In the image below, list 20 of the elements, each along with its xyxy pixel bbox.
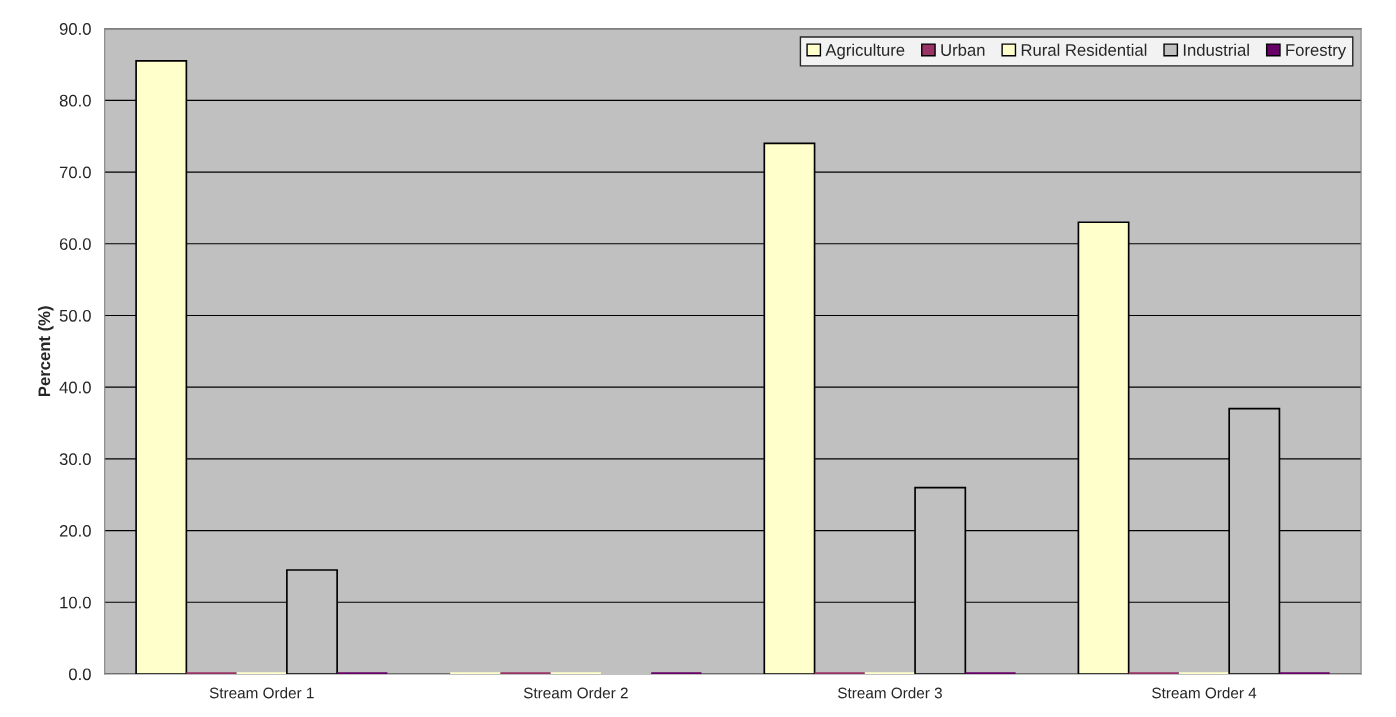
y-tick-label: 70.0 xyxy=(59,166,91,179)
y-tick-label: 10.0 xyxy=(60,596,91,609)
y-tick-label: 80.0 xyxy=(59,94,91,107)
legend-label: Urban xyxy=(941,43,985,56)
x-tick-label: Stream Order 2 xyxy=(523,687,628,699)
legend-label: Forestry xyxy=(1286,44,1347,60)
legend-label: Rural Residential xyxy=(1021,43,1147,56)
y-axis-title: Percent (%) xyxy=(37,306,54,397)
y-tick-label: 0.0 xyxy=(68,668,91,681)
y-tick-label: 60.0 xyxy=(59,238,91,250)
y-tick-label: 40.0 xyxy=(59,381,91,394)
x-tick-label: Stream Order 3 xyxy=(838,687,942,699)
legend-label: Industrial xyxy=(1183,43,1249,56)
legend-label: Agriculture xyxy=(825,43,905,60)
x-tick-label: Stream Order 1 xyxy=(209,687,314,699)
y-tick-label: 20.0 xyxy=(59,524,91,537)
y-tick-label: 50.0 xyxy=(59,309,91,322)
y-tick-label: 90.0 xyxy=(59,23,91,35)
y-tick-label: 30.0 xyxy=(59,453,91,466)
x-tick-label: Stream Order 4 xyxy=(1152,687,1257,699)
